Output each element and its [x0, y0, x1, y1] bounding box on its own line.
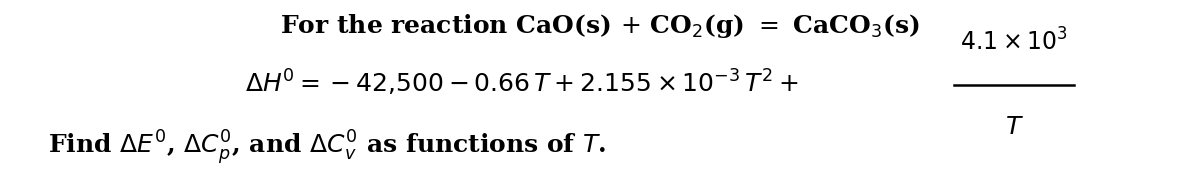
Text: Find $\Delta E^0$, $\Delta C^0_p$, and $\Delta C^0_v$ as functions of $T$.: Find $\Delta E^0$, $\Delta C^0_p$, and $…: [48, 128, 606, 167]
Text: $4.1 \times 10^3$: $4.1 \times 10^3$: [960, 29, 1068, 56]
Text: For the reaction CaO(s) $+$ CO$_2$(g) $=$ CaCO$_3$(s): For the reaction CaO(s) $+$ CO$_2$(g) $=…: [280, 12, 920, 40]
Text: $T$: $T$: [1004, 115, 1024, 139]
Text: $\Delta H^0 = -42{,}500 - 0.66\,T + 2.155 \times 10^{-3}\,T^2 +$: $\Delta H^0 = -42{,}500 - 0.66\,T + 2.15…: [245, 68, 799, 98]
